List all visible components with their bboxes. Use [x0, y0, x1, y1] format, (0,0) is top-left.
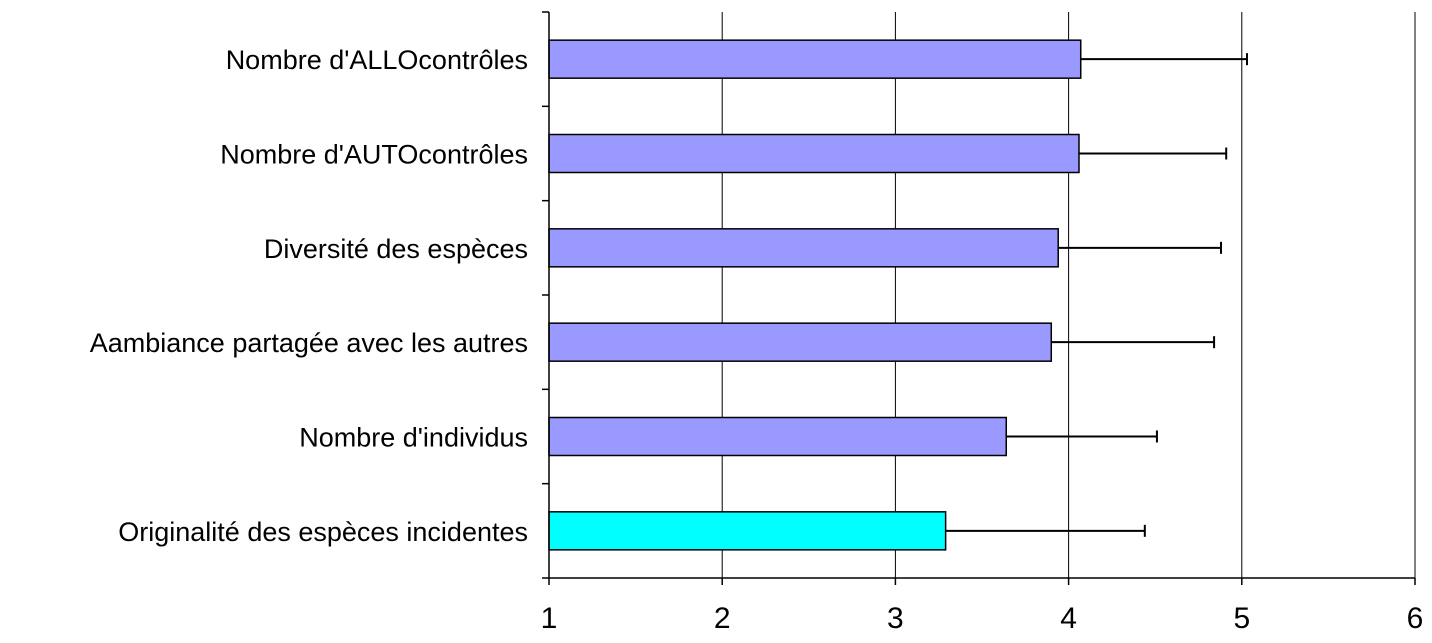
bar-2	[548, 228, 1059, 268]
axes	[542, 11, 1416, 585]
bar-3	[548, 322, 1053, 362]
x-tick-label-3: 3	[887, 602, 904, 635]
x-tick-label-1: 1	[541, 602, 558, 635]
x-tick-label-5: 5	[1233, 602, 1250, 635]
category-label-4: Nombre d'individus	[299, 423, 528, 453]
category-label-0: Nombre d'ALLOcontrôles	[226, 45, 528, 75]
category-label-3: Aambiance partagée avec les autres	[90, 328, 528, 358]
bars	[548, 39, 1082, 551]
bar-4	[548, 416, 1007, 457]
bar-5	[548, 511, 947, 551]
bar-1	[548, 133, 1080, 174]
bar-0	[548, 39, 1082, 79]
category-label-2: Diversité des espèces	[264, 234, 528, 264]
gridlines	[721, 12, 1416, 578]
x-tick-labels: 1 2 3 4 5 6	[541, 602, 1424, 635]
category-label-1: Nombre d'AUTOcontrôles	[220, 140, 528, 170]
x-tick-label-2: 2	[714, 602, 731, 635]
x-tick-label-4: 4	[1060, 602, 1077, 635]
x-tick-label-6: 6	[1407, 602, 1424, 635]
category-label-5: Originalité des espèces incidentes	[118, 517, 528, 547]
category-labels: Nombre d'ALLOcontrôles Nombre d'AUTOcontr…	[90, 45, 528, 547]
error-bars	[945, 53, 1248, 537]
